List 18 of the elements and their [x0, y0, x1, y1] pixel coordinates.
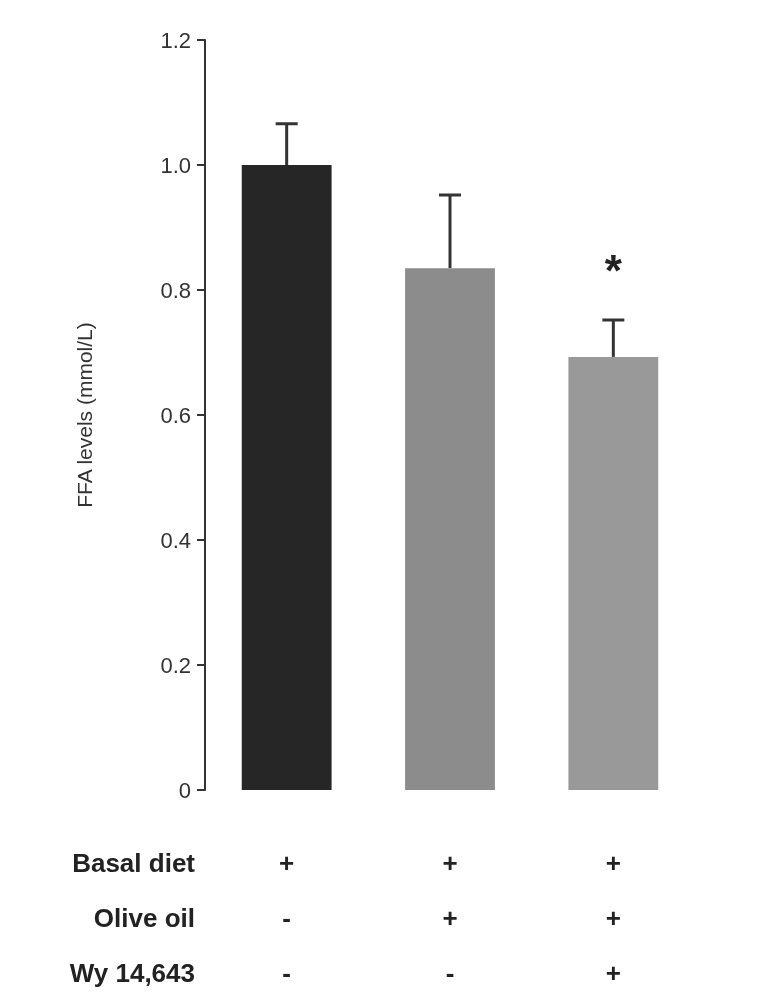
y-tick-label: 0 [178, 777, 191, 803]
x-tick-label: + - - [279, 847, 295, 988]
x-tick-label: + + - [442, 847, 458, 988]
y-tick-label: 0.4 [160, 527, 191, 553]
bar [568, 356, 659, 790]
y-tick-label: 1.0 [160, 152, 191, 178]
x-tick-label: + + + [605, 847, 621, 988]
text: Olive oil [93, 903, 195, 933]
y-tick-label: 0.2 [160, 652, 191, 678]
y-tick-label: 1.2 [160, 27, 191, 53]
bar [241, 165, 332, 790]
bar [405, 268, 495, 790]
y-tick-label: 0.8 [160, 277, 191, 303]
y-tick-label: 0.6 [160, 402, 191, 428]
annotation: * [604, 245, 623, 295]
text: Basal diet [72, 848, 196, 878]
text: Wy 14,643 [69, 958, 195, 988]
y-axis-title: FFA levels (mmol/L) [73, 322, 96, 508]
